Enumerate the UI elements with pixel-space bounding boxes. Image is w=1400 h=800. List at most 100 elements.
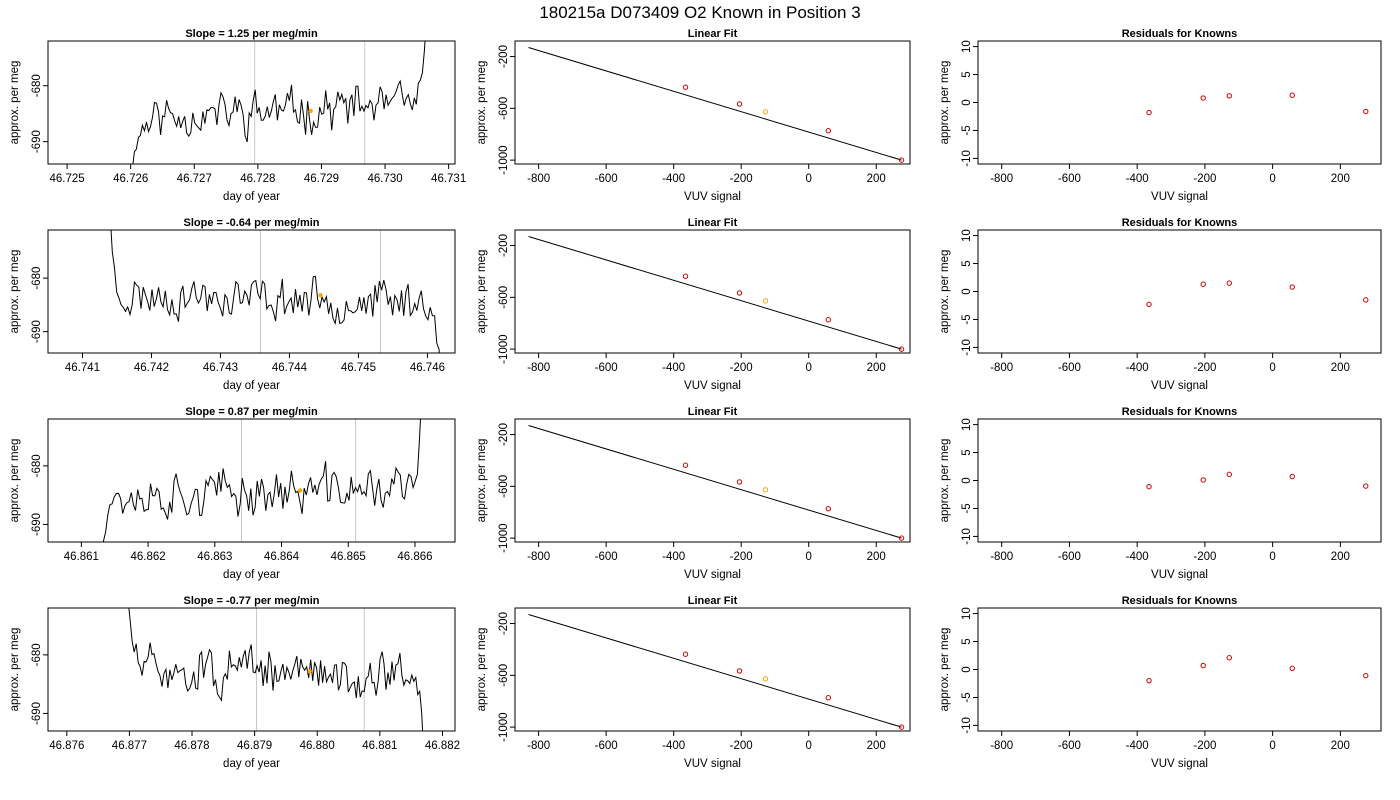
x-tick-label: 46.725 [49, 173, 84, 185]
x-tick-label: 0 [806, 740, 812, 752]
x-tick-label: -600 [1058, 551, 1081, 563]
residuals-panel: Residuals for Knowns -800 -600 -400 -200 0 200… [939, 595, 1382, 770]
x-axis-label: day of year [223, 191, 280, 203]
x-tick-label: 46.742 [134, 362, 169, 374]
x-tick-label: -800 [990, 740, 1013, 752]
x-tick-label: 46.743 [203, 362, 238, 374]
x-tick-label: 0 [806, 362, 812, 374]
x-tick-label: 0 [1269, 551, 1275, 563]
y-axis-label: approx. per meg [939, 61, 951, 145]
data-point [1200, 662, 1206, 669]
data-point [1226, 655, 1232, 661]
panel-title: Linear Fit [688, 595, 738, 607]
data-point [898, 535, 905, 541]
y-tick-label: 0 [961, 666, 973, 672]
plot-area [528, 46, 905, 163]
x-tick-label: 46.880 [300, 740, 335, 752]
x-tick-label: -800 [990, 551, 1013, 563]
data-point [1363, 108, 1369, 115]
x-tick-label: -200 [730, 740, 753, 752]
signal-trace [132, 41, 426, 164]
plot-area [1146, 655, 1369, 684]
x-tick-label: 200 [1331, 173, 1350, 185]
y-tick-label: -680 [31, 643, 43, 666]
x-tick-label: -400 [662, 362, 685, 374]
y-axis-label: approx. per meg [476, 439, 488, 523]
plot-area [1146, 280, 1369, 308]
plot-frame [977, 607, 1382, 732]
panel-title: Linear Fit [688, 28, 738, 40]
y-tick-label: -1000 [498, 334, 510, 363]
y-axis-label: approx. per meg [9, 628, 21, 712]
y-tick-label: 0 [961, 99, 973, 105]
y-tick-label: 10 [961, 40, 973, 53]
data-point [1363, 483, 1369, 489]
x-tick-label: 46.879 [237, 740, 272, 752]
y-axis-label: approx. per meg [476, 61, 488, 145]
data-point [1146, 301, 1152, 308]
x-tick-label: 0 [1269, 173, 1275, 185]
plot-area [110, 230, 440, 353]
signal-trace [128, 608, 424, 731]
x-tick-label: 0 [806, 551, 812, 563]
x-axis-label: day of year [223, 758, 280, 770]
panel-title: Slope = -0.77 per meg/min [183, 595, 319, 607]
y-tick-label: -680 [31, 454, 43, 477]
y-tick-label: -1000 [498, 145, 510, 174]
data-point [736, 290, 743, 296]
y-axis-label: approx. per meg [9, 250, 21, 334]
x-tick-label: 46.877 [112, 740, 147, 752]
fit-line [528, 235, 902, 350]
plot-frame [47, 607, 456, 732]
plot-area [1146, 471, 1369, 490]
x-tick-label: -600 [1058, 362, 1081, 374]
y-axis-label: approx. per meg [939, 250, 951, 334]
y-tick-label: -690 [31, 513, 43, 536]
y-tick-label: 0 [961, 288, 973, 294]
data-point [825, 695, 831, 701]
data-point [1226, 93, 1232, 99]
x-tick-label: 0 [1269, 362, 1275, 374]
x-tick-label: 200 [867, 173, 886, 185]
x-tick-label: 46.866 [397, 551, 432, 563]
y-tick-label: -600 [498, 664, 510, 687]
panel-title: Residuals for Knowns [1122, 28, 1238, 40]
x-tick-label: 200 [867, 740, 886, 752]
x-tick-label: 200 [867, 551, 886, 563]
plot-area [528, 424, 905, 541]
y-axis-label: approx. per meg [9, 61, 21, 145]
panel-title: Residuals for Knowns [1122, 595, 1238, 607]
plot-frame [514, 229, 911, 354]
plot-frame [977, 418, 1382, 543]
x-axis-label: VUV signal [684, 569, 741, 581]
y-tick-label: -200 [498, 423, 510, 446]
x-axis-label: VUV signal [1151, 758, 1208, 770]
x-tick-label: -200 [730, 551, 753, 563]
x-tick-label: 46.746 [410, 362, 445, 374]
data-point [825, 506, 831, 512]
data-point [1200, 281, 1206, 287]
plot-frame [47, 40, 456, 165]
linear-fit-panel: Linear Fit -800 -600 -400 -200 0 200 -1000 -600 -… [476, 406, 911, 581]
plot-area [132, 41, 426, 164]
y-tick-label: -690 [31, 702, 43, 725]
sample-marker [318, 293, 323, 298]
y-tick-label: -1000 [498, 712, 510, 741]
x-tick-label: 46.731 [431, 173, 466, 185]
data-point [736, 479, 743, 485]
plot-frame [47, 229, 456, 354]
x-axis-label: day of year [223, 380, 280, 392]
y-tick-label: -600 [498, 97, 510, 120]
x-tick-label: -800 [990, 173, 1013, 185]
panel-title: Slope = 1.25 per meg/min [185, 28, 318, 40]
data-point [736, 668, 743, 674]
data-point [682, 273, 689, 279]
data-point [682, 462, 689, 468]
y-axis-label: approx. per meg [939, 628, 951, 712]
sample-marker [298, 488, 303, 493]
y-tick-label: -690 [31, 130, 43, 153]
plot-frame [514, 418, 911, 543]
residuals-panel: Residuals for Knowns -800 -600 -400 -200 0 200… [939, 28, 1382, 203]
x-tick-label: -400 [662, 173, 685, 185]
